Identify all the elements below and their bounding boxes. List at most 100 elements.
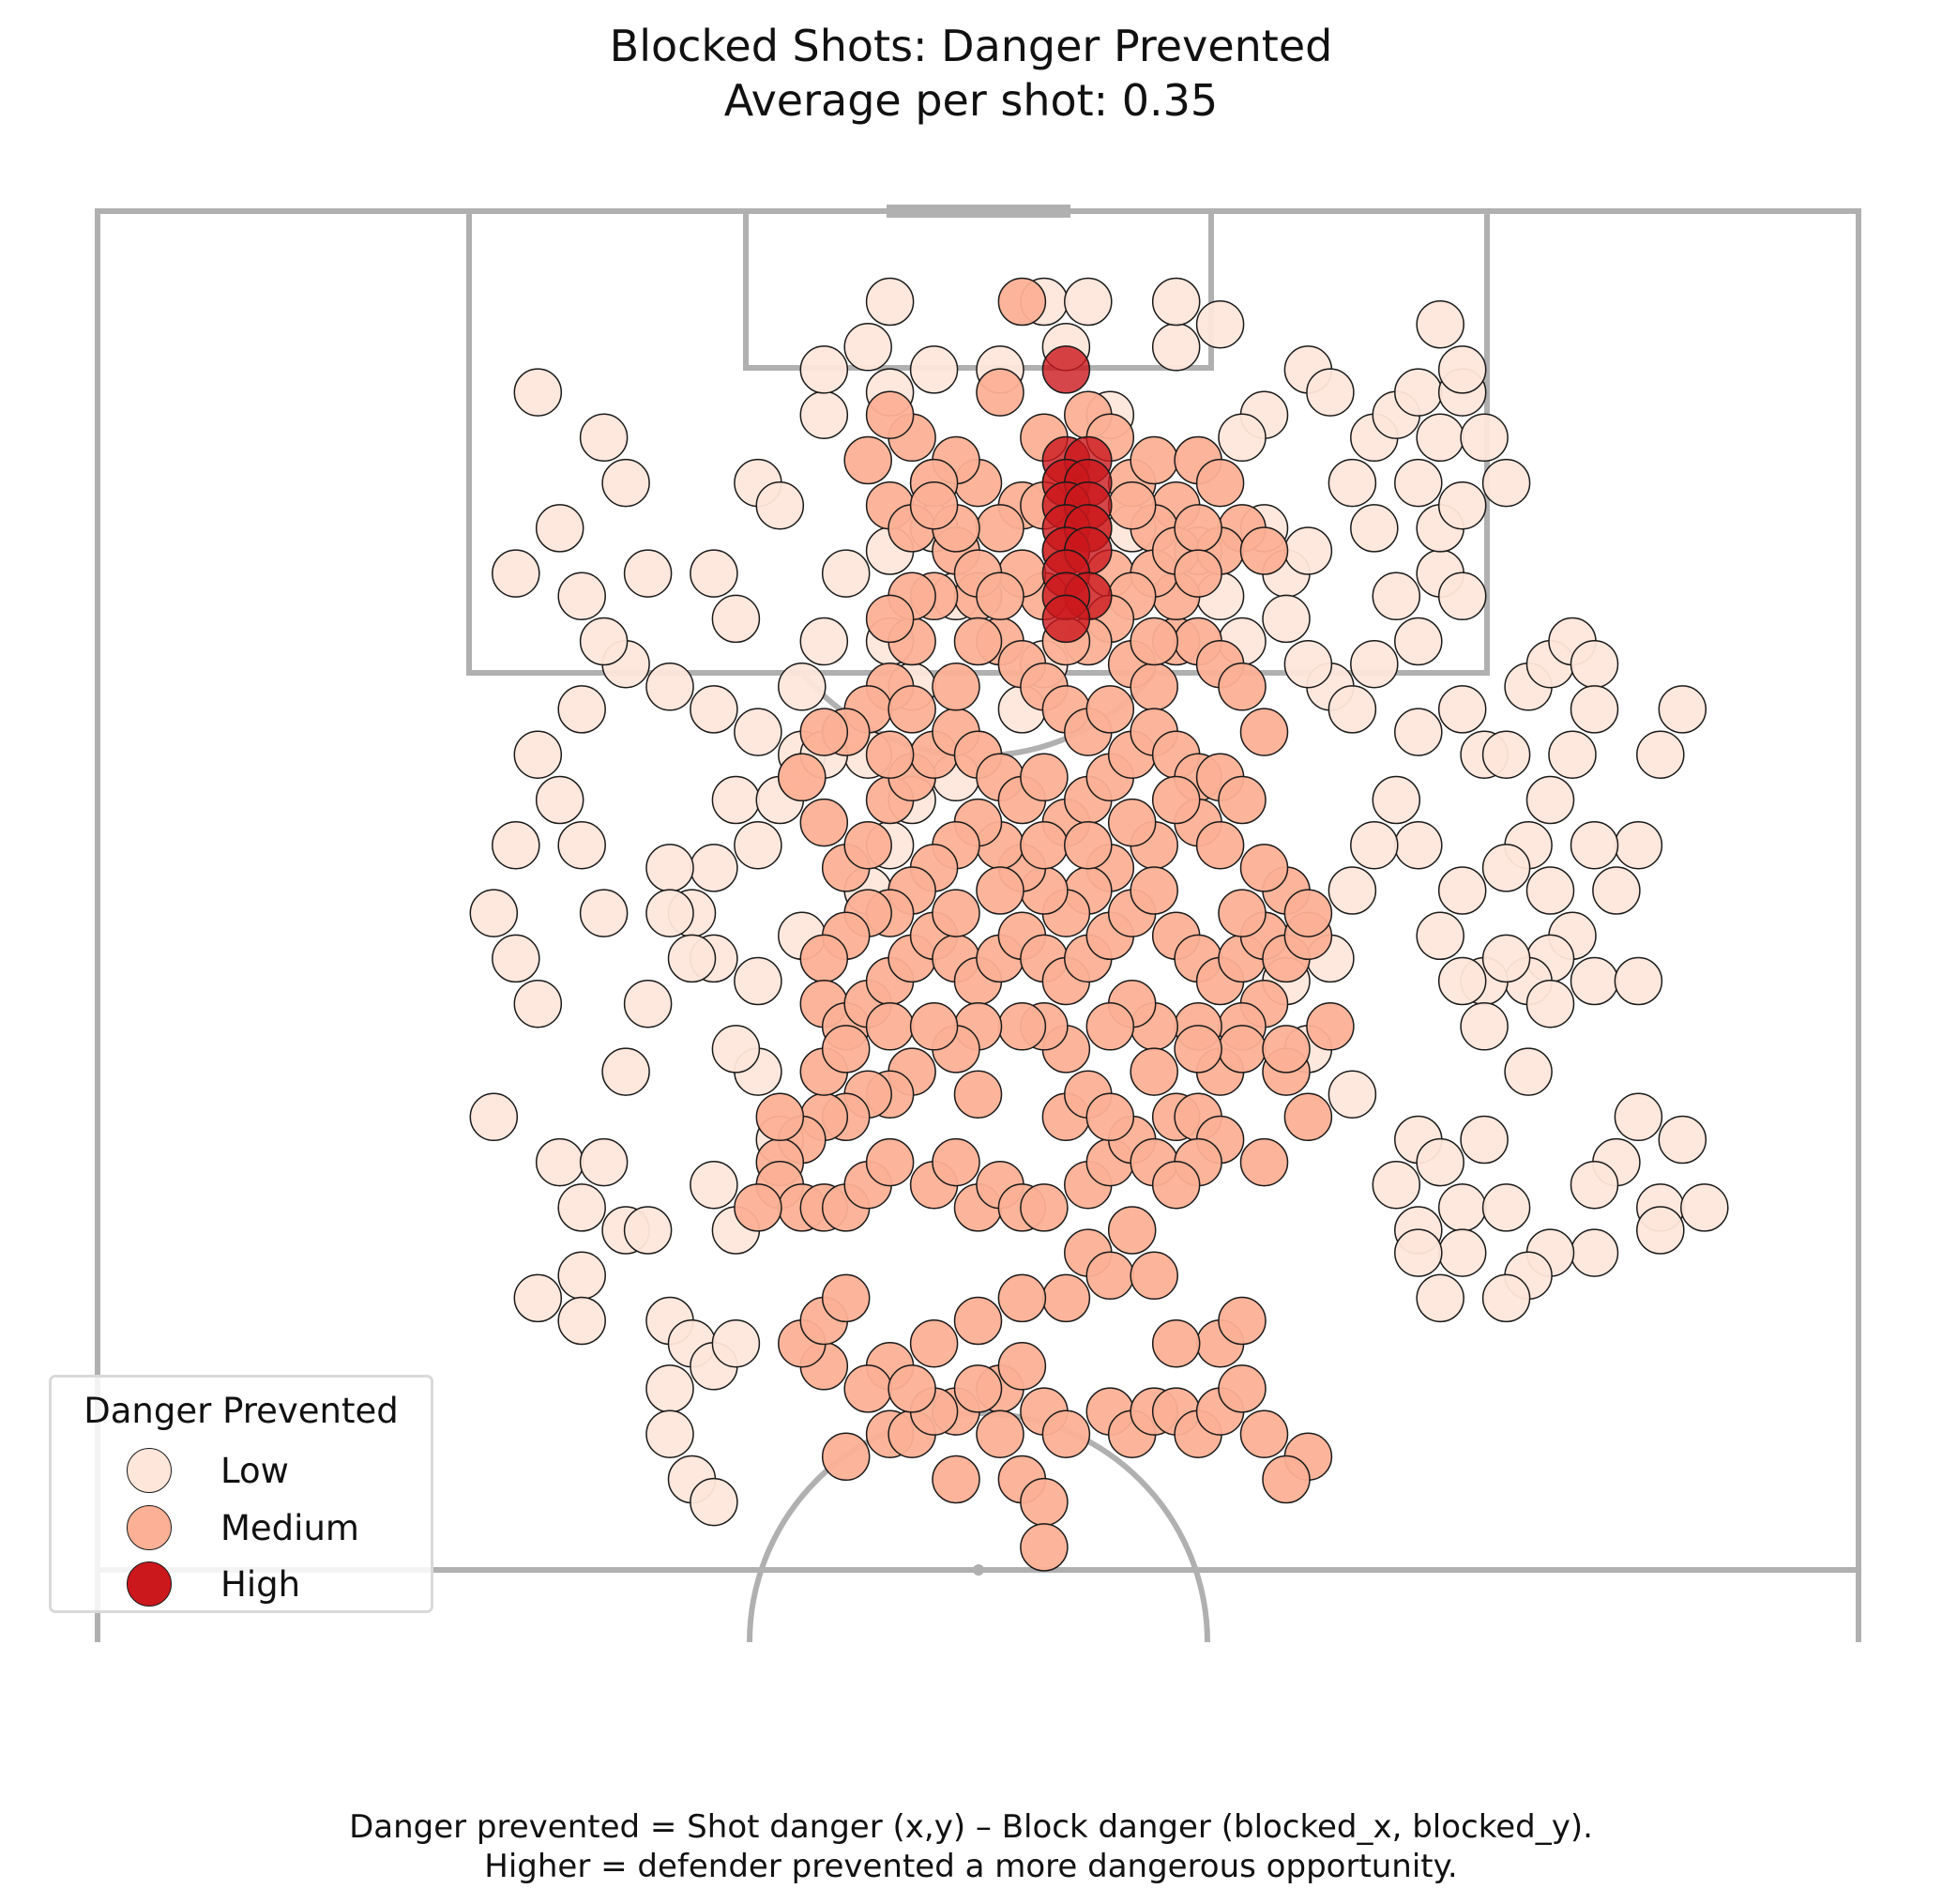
point-medium-205 bbox=[821, 1025, 871, 1074]
footnote-line-2: Higher = defender prevented a more dange… bbox=[484, 1848, 1458, 1885]
point-low-111 bbox=[1372, 775, 1421, 825]
point-medium-52 bbox=[778, 753, 827, 802]
point-low-33 bbox=[557, 685, 606, 734]
point-medium-240 bbox=[1174, 504, 1222, 553]
point-medium-152 bbox=[1218, 1025, 1267, 1074]
point-low-186 bbox=[579, 889, 629, 937]
point-medium-1 bbox=[976, 368, 1024, 417]
point-low-5 bbox=[557, 571, 606, 621]
point-low-162 bbox=[1394, 458, 1443, 508]
point-low-79 bbox=[1218, 413, 1267, 463]
chart-title: Blocked Shots: Danger Prevented Average … bbox=[0, 19, 1942, 128]
point-low-137 bbox=[1614, 1092, 1663, 1142]
point-low-158 bbox=[1283, 526, 1333, 575]
legend-item-medium: Medium bbox=[52, 1502, 431, 1555]
point-low-110 bbox=[1394, 820, 1443, 870]
point-medium-236 bbox=[909, 480, 959, 530]
point-medium-185 bbox=[976, 1409, 1024, 1458]
point-medium-91 bbox=[799, 934, 849, 983]
point-low-35 bbox=[535, 775, 584, 825]
point-low-149 bbox=[1394, 1228, 1443, 1277]
point-medium-184 bbox=[1262, 1455, 1311, 1504]
point-low-2 bbox=[601, 458, 650, 508]
point-low-81 bbox=[1306, 368, 1355, 417]
point-low-108 bbox=[1416, 911, 1464, 961]
point-medium-189 bbox=[932, 1455, 980, 1504]
point-low-29 bbox=[690, 685, 738, 734]
point-low-32 bbox=[579, 617, 629, 666]
point-low-34 bbox=[513, 730, 563, 779]
legend-item-low: Low bbox=[52, 1445, 431, 1498]
point-medium-207 bbox=[909, 1002, 959, 1051]
point-low-10 bbox=[755, 480, 805, 530]
footnote: Danger prevented = Shot danger (x,y) – B… bbox=[0, 1807, 1942, 1886]
point-low-187 bbox=[623, 979, 673, 1028]
point-low-109 bbox=[1437, 866, 1487, 915]
point-medium-203 bbox=[755, 1092, 805, 1142]
point-low-59 bbox=[690, 1160, 738, 1210]
point-medium-123 bbox=[997, 1002, 1047, 1051]
point-medium-174 bbox=[1041, 1409, 1091, 1458]
point-low-57 bbox=[690, 1477, 738, 1527]
point-low-147 bbox=[1481, 1183, 1531, 1232]
point-medium-9 bbox=[1195, 458, 1245, 508]
point-low-0 bbox=[513, 368, 563, 417]
point-low-165 bbox=[1481, 458, 1531, 508]
legend-swatch-high bbox=[127, 1561, 172, 1607]
point-low-128 bbox=[1481, 934, 1531, 983]
point-low-97 bbox=[1570, 639, 1619, 689]
point-low-86 bbox=[1350, 639, 1399, 689]
point-medium-43 bbox=[976, 504, 1024, 553]
point-low-178 bbox=[778, 663, 827, 711]
point-low-63 bbox=[734, 956, 782, 1006]
point-low-62 bbox=[711, 1025, 761, 1074]
point-low-144 bbox=[1570, 1228, 1619, 1277]
point-low-112 bbox=[1350, 820, 1399, 870]
point-medium-224 bbox=[976, 866, 1024, 915]
point-low-90 bbox=[1394, 708, 1443, 756]
point-medium-202 bbox=[734, 1183, 782, 1232]
legend-title: Danger Prevented bbox=[83, 1391, 399, 1431]
point-medium-225 bbox=[932, 889, 980, 937]
point-medium-55 bbox=[843, 820, 892, 870]
point-medium-216 bbox=[1283, 889, 1333, 937]
point-low-67 bbox=[734, 820, 782, 870]
point-medium-63 bbox=[1020, 753, 1069, 802]
point-medium-29 bbox=[1085, 685, 1135, 734]
point-low-3 bbox=[535, 504, 584, 553]
point-low-84 bbox=[1372, 571, 1421, 621]
point-medium-212 bbox=[1130, 1047, 1178, 1096]
point-medium-194 bbox=[997, 1342, 1047, 1391]
point-medium-31 bbox=[1130, 663, 1178, 711]
point-low-183 bbox=[645, 844, 694, 892]
point-medium-221 bbox=[1151, 775, 1201, 825]
point-medium-229 bbox=[953, 617, 1003, 666]
center-spot bbox=[973, 1564, 984, 1576]
chart-title-line-1: Blocked Shots: Danger Prevented bbox=[609, 21, 1333, 71]
point-low-13 bbox=[843, 323, 892, 372]
point-low-28 bbox=[734, 708, 782, 756]
point-low-55 bbox=[645, 1409, 694, 1458]
point-medium-161 bbox=[1041, 1273, 1091, 1323]
point-medium-241 bbox=[1174, 549, 1222, 598]
point-medium-163 bbox=[953, 1296, 1003, 1346]
point-low-171 bbox=[1437, 345, 1487, 394]
point-low-40 bbox=[513, 979, 563, 1028]
point-low-4 bbox=[492, 549, 540, 598]
point-medium-239 bbox=[1239, 526, 1289, 575]
point-low-132 bbox=[1614, 820, 1663, 870]
point-medium-72 bbox=[1218, 775, 1267, 825]
legend-label-high: High bbox=[220, 1564, 301, 1605]
point-low-46 bbox=[623, 1206, 673, 1255]
point-medium-244 bbox=[865, 594, 915, 644]
point-low-68 bbox=[711, 775, 761, 825]
point-medium-213 bbox=[1174, 1025, 1222, 1074]
point-medium-159 bbox=[1107, 1206, 1157, 1255]
point-low-37 bbox=[492, 820, 540, 870]
point-low-125 bbox=[1504, 1047, 1553, 1096]
point-low-113 bbox=[1328, 866, 1377, 915]
point-medium-144 bbox=[1020, 1183, 1069, 1232]
point-low-166 bbox=[1437, 480, 1487, 530]
point-medium-169 bbox=[821, 1432, 871, 1482]
